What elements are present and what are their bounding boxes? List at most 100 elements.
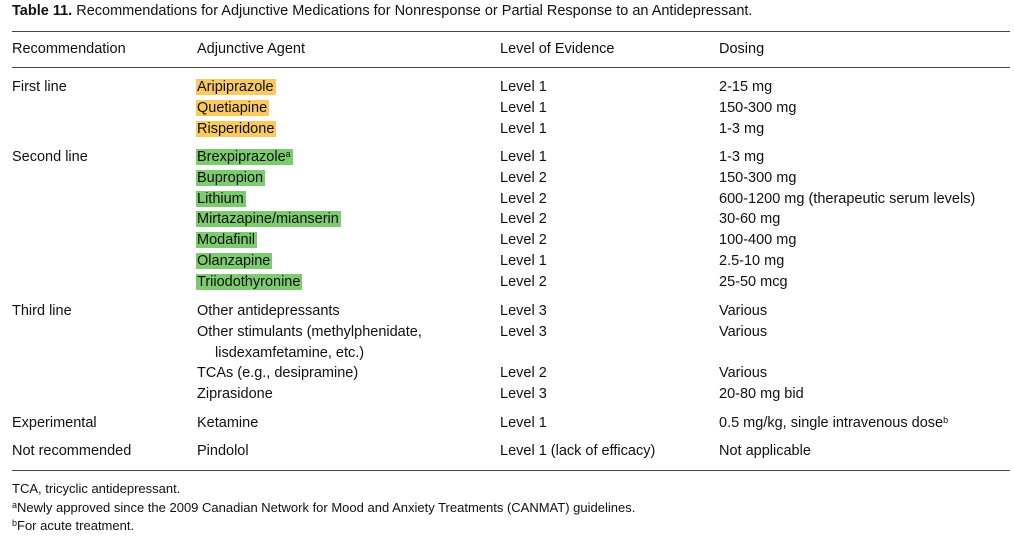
footnote-text: For acute treatment. [17,518,135,533]
dosing-text: 25-50 mcg [719,273,788,290]
header-rule [12,67,1010,68]
agent-name: Triiodothyronine [196,273,303,290]
dosing-cell: 0.5 mg/kg, single intravenous doseb [719,413,948,434]
agent-cell: Other antidepressants [197,301,340,322]
dosing-cell: 100-400 mg [719,230,796,251]
agent-text: Modafinil [197,232,256,249]
dosing-text: 1-3 mg [719,149,765,165]
dosing-text: 150-300 mg [719,99,797,116]
agent-cell: Lithium [196,189,246,210]
top-rule [12,31,1010,32]
recommendation-cell: Third line [12,303,72,319]
dosing-cell: 25-50 mcg [719,272,788,293]
agent-text: Olanzapine [197,253,271,269]
footnote: TCA, tricyclic antidepressant. [12,480,180,498]
dosing-text: Not applicable [719,443,811,459]
agent-name: TCAs (e.g., desipramine) [197,365,358,381]
agent-name: Other antidepressants [197,303,340,319]
recommendation-cell: Experimental [12,415,97,431]
footnote-marker: a [285,149,291,159]
agent-cell-continued: lisdexamfetamine, etc.) [215,344,365,361]
agent-name: Lithium [196,190,246,207]
agent-name: Bupropion [196,169,266,186]
dosing-cell: Various [719,322,767,343]
dosing-cell: 2.5-10 mg [719,251,784,272]
dosing-cell: Not applicable [719,441,811,462]
agent-name: Ketamine [197,415,258,431]
level-cell: Level 1 [500,253,547,269]
agent-name: Aripiprazole [196,79,276,95]
dosing-cell: 1-3 mg [719,147,764,168]
dosing-text: Various [719,323,768,340]
agent-text: Other stimulants (methylphenidate, [197,323,422,340]
level-cell: Level 3 [500,303,547,319]
agent-text: Lithium [197,190,244,207]
footnote-marker: a [12,499,18,510]
dosing-text: 150-300 mg [719,169,797,186]
header-recommendation: Recommendation [12,41,126,57]
dosing-cell: 2-15 mg [719,77,772,98]
header-agent: Adjunctive Agent [197,41,306,57]
footnote-text: Newly approved since the 2009 Canadian N… [17,499,636,515]
dosing-text: 2.5-10 mg [719,253,785,269]
agent-text: TCAs (e.g., desipramine) [197,365,359,382]
agent-text: Pindolol [197,443,249,459]
agent-name: Pindolol [197,443,249,459]
dosing-text: 600-1200 mg (therapeutic serum levels) [719,190,976,207]
agent-text: Mirtazapine/mianserin [197,211,339,228]
agent-text: Brexpiprazole [197,149,286,165]
agent-text: Other antidepressants [197,303,340,319]
agent-name: Other stimulants (methylphenidate, [197,324,422,340]
level-cell: Level 1 [500,415,547,431]
agent-cell: Quetiapine [196,98,270,119]
level-cell: Level 3 [500,386,547,403]
agent-text: Quetiapine [197,99,268,116]
agent-cell: Brexpiprazolea [196,147,293,168]
agent-cell: Pindolol [197,441,249,462]
bottom-rule [12,470,1010,471]
agent-cell: TCAs (e.g., desipramine) [197,363,358,384]
agent-name: Modafinil [196,232,258,249]
dosing-text: 30-60 mg [719,211,781,228]
dosing-cell: 150-300 mg [719,98,796,119]
dosing-text: 100-400 mg [719,232,797,249]
level-cell: Level 2 [500,273,547,290]
footnote-marker: b [943,415,949,425]
dosing-text: 20-80 mg bid [719,386,804,403]
agent-text: Aripiprazole [197,79,274,95]
dosing-text: 1-3 mg [719,120,765,137]
agent-cell: Modafinil [196,230,258,251]
agent-text: Risperidone [197,120,275,137]
footnote-text: TCA, tricyclic antidepressant. [12,481,181,496]
level-cell: Level 1 [500,149,547,165]
agent-text: Ketamine [197,415,259,431]
level-cell: Level 2 [500,169,547,186]
agent-cell: Triiodothyronine [196,272,303,293]
agent-name: Ziprasidone [197,386,273,402]
level-cell: Level 1 (lack of efficacy) [500,443,656,459]
agent-name: Quetiapine [196,99,270,116]
level-cell: Level 1 [500,99,547,116]
level-cell: Level 2 [500,211,547,228]
agent-name: Mirtazapine/mianserin [196,211,341,228]
dosing-text: Various [719,365,768,382]
level-cell: Level 3 [500,323,547,340]
level-cell: Level 2 [500,232,547,249]
recommendation-cell: Not recommended [12,443,132,459]
agent-cell: Other stimulants (methylphenidate, [197,322,422,343]
agent-name: Risperidone [196,120,277,137]
recommendation-cell: Second line [12,149,88,165]
footnote: bFor acute treatment. [12,517,134,535]
agent-text: Bupropion [197,169,264,186]
footnote-marker: b [12,518,18,528]
dosing-cell: 20-80 mg bid [719,384,804,405]
dosing-cell: 30-60 mg [719,209,780,230]
agent-text: Ziprasidone [197,386,273,403]
table-title: Recommendations for Adjunctive Medicatio… [76,3,753,19]
header-level: Level of Evidence [500,41,615,57]
agent-cell: Bupropion [196,168,266,189]
header-dosing: Dosing [719,41,765,57]
table-caption: Table 11. Recommendations for Adjunctive… [12,3,752,19]
agent-cell: Risperidone [196,119,277,140]
dosing-text: 2-15 mg [719,79,773,95]
